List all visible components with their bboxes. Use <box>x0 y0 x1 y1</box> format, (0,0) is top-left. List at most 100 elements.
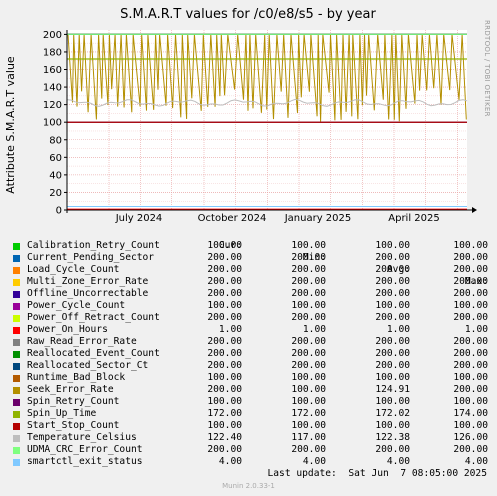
legend-min: 200.00 <box>291 360 326 371</box>
last-update: Last update: Sat Jun 7 08:05:00 2025 <box>267 468 488 479</box>
legend-max: 200.00 <box>453 336 488 347</box>
x-axis: July 2024 October 2024 January 2025 April 2… <box>115 213 440 224</box>
legend-swatch <box>13 267 20 274</box>
legend-label: Calibration_Retry_Count <box>27 240 160 251</box>
legend-max: 100.00 <box>453 240 488 251</box>
series-lines <box>66 33 468 210</box>
legend-avg: 200.00 <box>375 252 410 263</box>
legend-header-cur: Cur: <box>218 240 242 251</box>
legend-avg: 200.00 <box>375 276 410 287</box>
legend-avg: 200.00 <box>375 336 410 347</box>
legend-item: Seek_Error_Rate 200.00 100.00 124.91 200.00 <box>10 384 490 396</box>
legend-max: 200.00 <box>453 252 488 263</box>
legend-swatch <box>13 255 20 262</box>
legend-header-min: Min: <box>302 252 326 263</box>
legend-max: 100.00 <box>453 300 488 311</box>
legend-avg: 200.00 <box>375 264 410 275</box>
legend-min: 200.00 <box>291 444 326 455</box>
legend-max: 200.00 <box>453 288 488 299</box>
legend-label: Multi_Zone_Error_Rate <box>27 276 149 287</box>
legend-max: 100.00 <box>453 420 488 431</box>
legend-max: 200.00 <box>453 276 488 287</box>
legend-label: Offline_Uncorrectable <box>27 288 149 299</box>
y-tick-label: 160 <box>43 65 62 76</box>
legend-cur: 172.00 <box>207 408 242 419</box>
series-line-seek <box>67 34 467 122</box>
legend-item: Raw_Read_Error_Rate 200.00 200.00 200.00 200… <box>10 336 490 348</box>
y-tick-label: 140 <box>43 83 62 94</box>
legend-max: 200.00 <box>453 348 488 359</box>
legend-min: 172.00 <box>291 408 326 419</box>
legend-avg: 172.02 <box>375 408 410 419</box>
legend-swatch <box>13 303 20 310</box>
legend-swatch <box>13 291 20 298</box>
legend-label: Reallocated_Event_Count <box>27 348 160 359</box>
legend-swatch <box>13 399 20 406</box>
legend-label: Current_Pending_Sector <box>27 252 155 263</box>
legend-cur: 200.00 <box>207 264 242 275</box>
legend-max: 4.00 <box>464 456 488 467</box>
legend-label: Raw_Read_Error_Rate <box>27 336 137 347</box>
legend-avg: 122.38 <box>375 432 410 443</box>
legend-min: 200.00 <box>291 348 326 359</box>
y-tick-label: 120 <box>43 100 62 111</box>
y-tick-label: 180 <box>43 47 62 58</box>
legend-cur: 100.00 <box>207 372 242 383</box>
munin-version: Munin 2.0.33-1 <box>222 482 275 490</box>
legend-min: 200.00 <box>291 252 326 263</box>
legend-item: Spin_Retry_Count 100.00 100.00 100.00 100.00 <box>10 396 490 408</box>
legend-swatch <box>13 351 20 358</box>
legend-header-max: Max: <box>464 276 488 287</box>
legend-item: smartctl_exit_status 4.00 4.00 4.00 4.00 <box>10 456 490 468</box>
legend-max: 200.00 <box>453 312 488 323</box>
legend-min: 100.00 <box>291 240 326 251</box>
legend-avg: 100.00 <box>375 396 410 407</box>
legend-cur: 100.00 <box>207 396 242 407</box>
legend-avg: 100.00 <box>375 420 410 431</box>
legend-label: Power_On_Hours <box>27 324 108 335</box>
legend-swatch <box>13 423 20 430</box>
legend-item: Temperature_Celsius 122.40 117.00 122.38 126… <box>10 432 490 444</box>
legend-cur: 200.00 <box>207 276 242 287</box>
legend-header-avg: Avg: <box>386 264 410 275</box>
series-line-temperature <box>66 98 468 107</box>
legend-label: UDMA_CRC_Error_Count <box>27 444 143 455</box>
legend-label: Spin_Retry_Count <box>27 396 120 407</box>
legend-cur: 100.00 <box>207 240 242 251</box>
legend-min: 200.00 <box>291 264 326 275</box>
x-tick-label: October 2024 <box>198 213 267 224</box>
legend-cur: 100.00 <box>207 420 242 431</box>
legend-cur: 4.00 <box>218 456 242 467</box>
legend-cur: 200.00 <box>207 384 242 395</box>
legend-label: Load_Cycle_Count <box>27 264 120 275</box>
x-tick-label: April 2025 <box>388 213 439 224</box>
legend-item: Offline_Uncorrectable 200.00 200.00 200.00 2… <box>10 288 490 300</box>
legend-label: Temperature_Celsius <box>27 432 137 443</box>
legend-cur: 200.00 <box>207 252 242 263</box>
legend-avg: 100.00 <box>375 372 410 383</box>
legend-min: 4.00 <box>302 456 326 467</box>
legend-label: Runtime_Bad_Block <box>27 372 126 383</box>
legend-swatch <box>13 363 20 370</box>
legend-max: 200.00 <box>453 444 488 455</box>
legend-max: 126.00 <box>453 432 488 443</box>
legend-avg: 1.00 <box>386 324 410 335</box>
legend-avg: 200.00 <box>375 360 410 371</box>
legend-swatch <box>13 315 20 322</box>
plot-area <box>67 30 467 210</box>
legend-swatch <box>13 327 20 334</box>
legend-item: Load_Cycle_Count 200.00 200.00 200.00 200.00 <box>10 264 490 276</box>
legend-cur: 200.00 <box>207 288 242 299</box>
legend-swatch <box>13 243 20 250</box>
x-axis-arrow <box>472 207 477 213</box>
legend-cur: 200.00 <box>207 348 242 359</box>
legend-item: UDMA_CRC_Error_Count 200.00 200.00 200.00 20… <box>10 444 490 456</box>
legend-swatch <box>13 375 20 382</box>
legend-avg: 100.00 <box>375 240 410 251</box>
legend-cur: 122.40 <box>207 432 242 443</box>
legend-avg: 200.00 <box>375 348 410 359</box>
legend-avg: 124.91 <box>375 384 410 395</box>
legend-swatch <box>13 339 20 346</box>
legend-max: 174.00 <box>453 408 488 419</box>
legend-min: 100.00 <box>291 372 326 383</box>
